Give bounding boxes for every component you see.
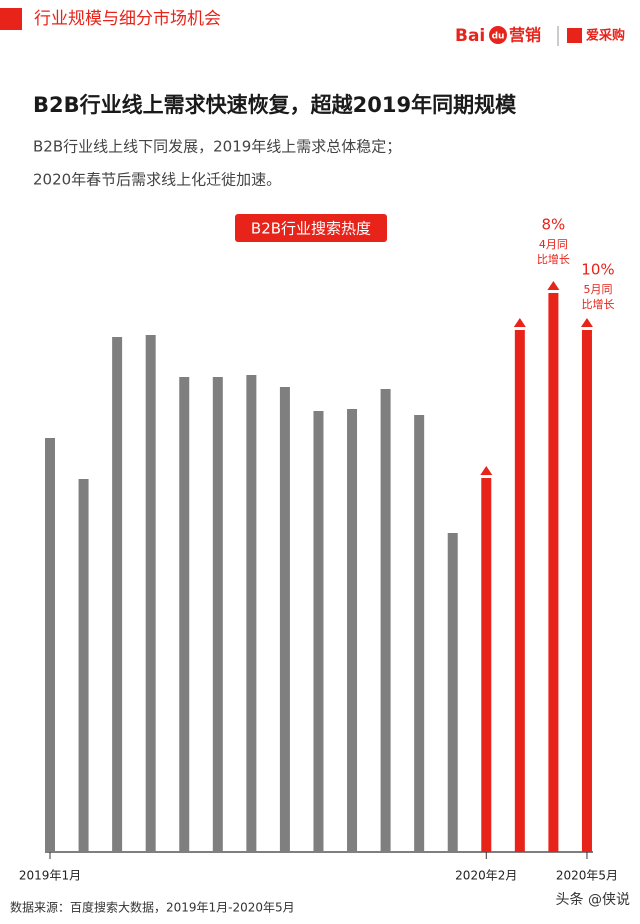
bar (514, 330, 525, 852)
logo-partner: 爱采购 (586, 28, 625, 44)
bar (581, 330, 592, 852)
annotation-note: 比增长 (537, 252, 570, 266)
annotation-note: 比增长 (581, 297, 614, 311)
bar-arrow (513, 318, 526, 327)
bar (481, 478, 492, 852)
bar (45, 438, 55, 852)
logo-partner-icon (567, 28, 582, 43)
x-tick-label: 2020年5月 (556, 869, 618, 883)
annotation-value: 8% (542, 216, 566, 234)
badge (235, 214, 387, 242)
source: 数据来源：百度搜索大数据，2019年1月-2020年5月 (10, 900, 295, 915)
bar (313, 411, 324, 852)
bar (380, 389, 391, 852)
logo-marketing: 营销 (509, 26, 541, 45)
logo-paw (489, 26, 507, 44)
x-tick-label: 2020年2月 (455, 869, 517, 883)
bar (145, 335, 156, 852)
bar (212, 377, 223, 852)
annotation-note: 4月同 (539, 238, 568, 251)
bar-arrow (580, 318, 593, 327)
bar (548, 293, 559, 852)
logo-baidu-du: du (492, 32, 505, 42)
bar (179, 377, 190, 852)
watermark: 头条 @侠说 (556, 891, 630, 908)
bar-arrow (480, 466, 493, 475)
logo-baidu: Bai (455, 26, 485, 46)
bar (414, 415, 425, 852)
header-square (0, 8, 22, 30)
bar (347, 409, 358, 852)
annotation-value: 10% (581, 261, 614, 279)
bar (246, 375, 257, 852)
x-tick-label: 2019年1月 (19, 869, 81, 883)
bar (279, 387, 290, 852)
bar (78, 479, 89, 852)
section-title: 行业规模与细分市场机会 (34, 9, 221, 29)
badge-text: B2B行业搜索热度 (251, 220, 371, 238)
bar (447, 533, 458, 852)
bar (112, 337, 123, 852)
subtitle: 2020年春节后需求线上化迁徙加速。 (33, 171, 281, 189)
annotation-note: 5月同 (583, 283, 612, 296)
bar-arrow (547, 281, 560, 290)
chart-title: B2B行业线上需求快速恢复，超越2019年同期规模 (33, 93, 517, 117)
subtitle: B2B行业线上线下同发展，2019年线上需求总体稳定； (33, 138, 401, 156)
